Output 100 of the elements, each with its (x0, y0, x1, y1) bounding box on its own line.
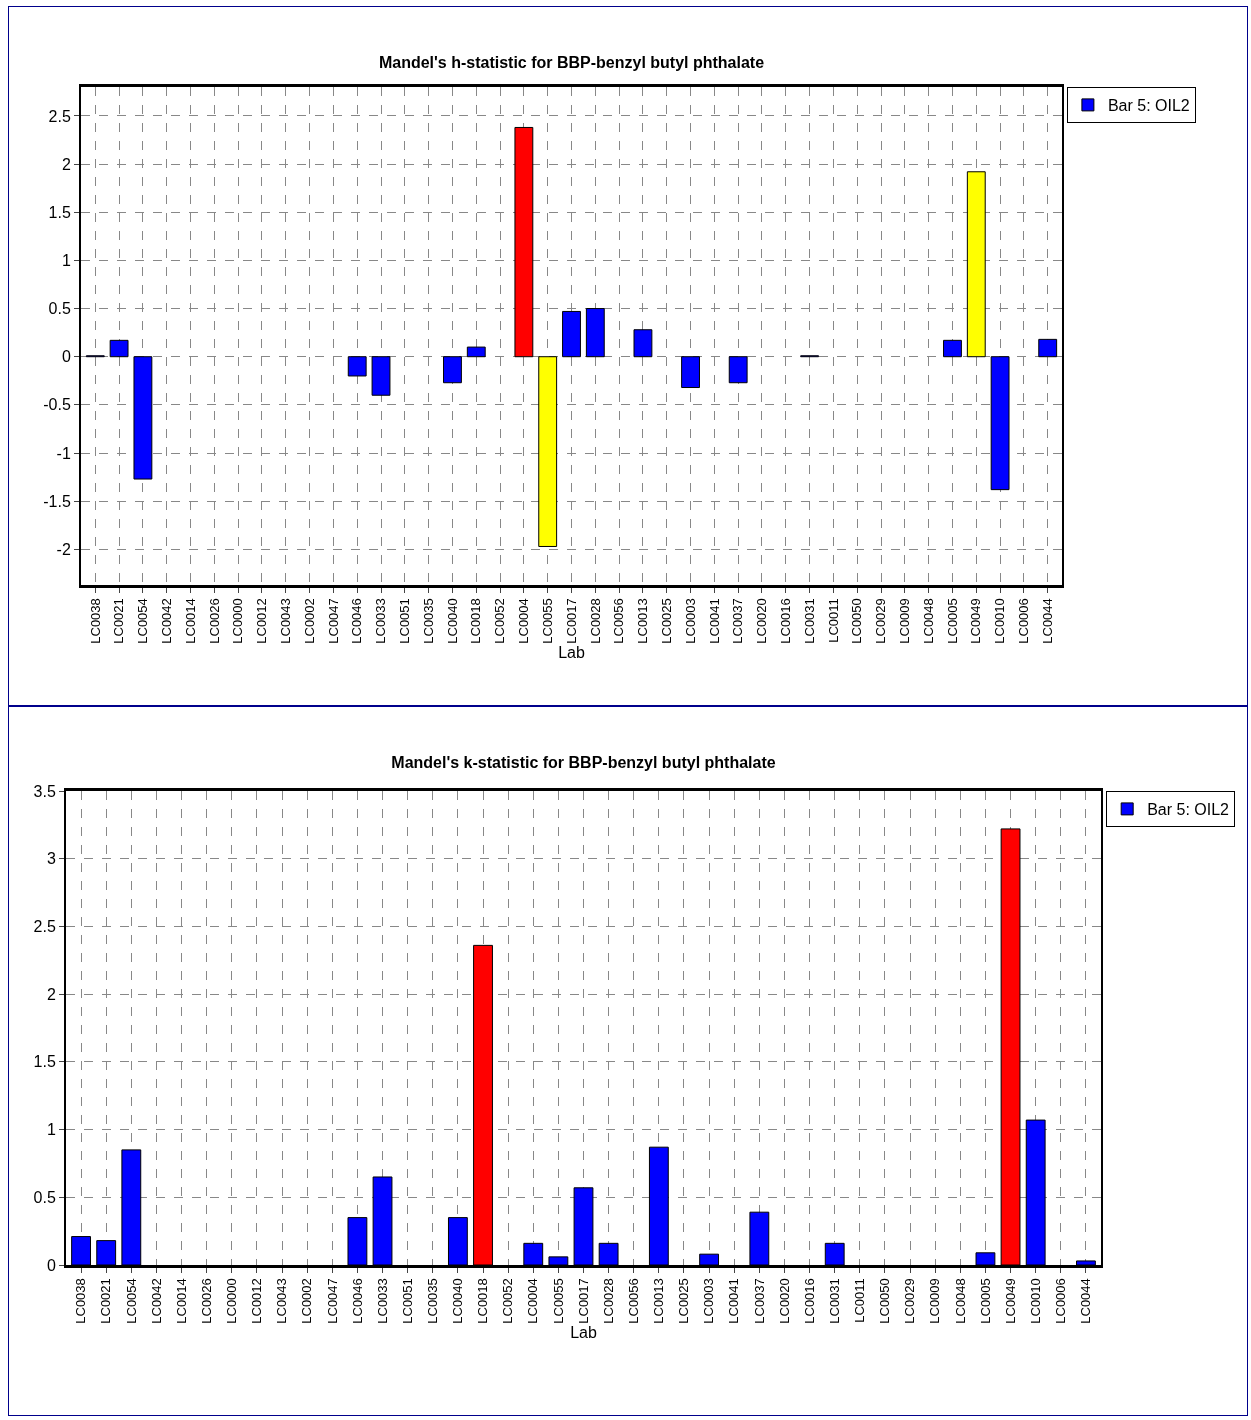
x-tick-label: LC0005 (944, 598, 960, 644)
x-tick-label: LC0016 (778, 598, 794, 644)
x-tick-label: LC0017 (563, 598, 579, 644)
bar (585, 308, 605, 358)
x-tick-label: LC0046 (349, 598, 365, 644)
bar (96, 1240, 117, 1265)
x-tick-label: LC0004 (516, 598, 532, 644)
bar (1000, 828, 1021, 1265)
x-tick-label: LC0031 (801, 598, 817, 644)
bar (473, 944, 493, 1265)
x-tick-label: LC0004 (525, 1278, 541, 1324)
bar (514, 126, 534, 358)
x-tick-label: LC0049 (1002, 1278, 1018, 1324)
x-tick-label: LC0046 (349, 1278, 365, 1324)
x-tick-label: LC0013 (651, 1278, 667, 1324)
bar (975, 1252, 996, 1265)
x-tick-label: LC0044 (1078, 1278, 1094, 1324)
y-tick-label: 1.5 (33, 1053, 56, 1071)
bar (523, 1242, 544, 1265)
x-tick-label: LC0047 (324, 1278, 340, 1324)
y-tick-label: 0.5 (48, 300, 71, 318)
x-tick-label: LC0037 (730, 598, 746, 644)
x-tick-label: LC0054 (123, 1278, 139, 1324)
x-tick-label: LC0040 (444, 598, 460, 644)
bar (749, 1211, 770, 1265)
x-tick-label: LC0010 (992, 598, 1008, 644)
bar (573, 1187, 594, 1265)
bar (347, 356, 367, 377)
x-tick-label: LC0035 (420, 598, 436, 644)
x-tick-label: LC0037 (751, 1278, 767, 1324)
bar (699, 1253, 720, 1265)
x-tick-label: LC0052 (492, 598, 508, 644)
x-tick-label: LC0041 (726, 1278, 742, 1324)
bar (371, 356, 391, 396)
x-tick-label: LC0042 (148, 1278, 164, 1324)
x-tick-label: LC0020 (754, 598, 770, 644)
x-tick-label: LC0006 (1016, 598, 1032, 644)
bar (728, 356, 748, 384)
x-tick-label: LC0005 (977, 1278, 993, 1324)
x-tick-label: LC0056 (611, 598, 627, 644)
bar (1038, 338, 1058, 358)
bar (966, 171, 986, 358)
y-tick-label: -1 (56, 444, 71, 462)
y-tick-label: 0 (46, 1256, 56, 1274)
x-tick-label: LC0049 (968, 598, 984, 644)
bar (648, 1146, 669, 1265)
x-tick-label: LC0051 (397, 598, 413, 644)
bar (109, 339, 129, 358)
x-tick-label: LC0048 (920, 598, 936, 644)
x-tick-label: LC0040 (450, 1278, 466, 1324)
y-tick-label: -0.5 (43, 396, 71, 414)
x-tick-label: LC0054 (135, 598, 151, 644)
y-tick-label: 2 (61, 155, 71, 173)
bar (447, 1217, 468, 1265)
x-tick-label: LC0035 (424, 1278, 440, 1324)
x-tick-label: LC0055 (539, 598, 555, 644)
bar (943, 339, 962, 358)
y-tick-label: 3 (46, 850, 56, 868)
x-tick-label: LC0018 (468, 598, 484, 644)
x-tick-label: LC0021 (98, 1278, 114, 1324)
x-tick-label: LC0000 (224, 1278, 240, 1324)
bar (548, 1256, 569, 1265)
x-tick-label: LC0050 (877, 1278, 893, 1324)
x-tick-label: LC0013 (635, 598, 651, 644)
x-tick-label: LC0012 (254, 598, 270, 644)
bar (466, 346, 486, 358)
y-tick-label: 2.5 (33, 918, 56, 936)
x-tick-label: LC0050 (849, 598, 865, 644)
x-tick-label: LC0002 (299, 1278, 315, 1324)
x-tick-label: LC0047 (325, 598, 341, 644)
x-tick-label: LC0028 (587, 598, 603, 644)
y-tick-label: 2.5 (48, 107, 71, 125)
y-tick-label: 2 (46, 985, 56, 1003)
x-tick-label: LC0038 (73, 1278, 89, 1324)
x-tick-label: LC0052 (500, 1278, 516, 1324)
bar (443, 356, 462, 384)
x-tick-label: LC0010 (1027, 1278, 1043, 1324)
x-tick-label: LC0012 (249, 1278, 265, 1324)
bar (347, 1217, 368, 1265)
bar (598, 1242, 619, 1265)
bar (562, 310, 581, 358)
x-tick-label: LC0025 (658, 598, 674, 644)
x-tick-label: LC0025 (676, 1278, 692, 1324)
x-tick-label: LC0017 (575, 1278, 591, 1324)
x-tick-label: LC0002 (301, 598, 317, 644)
x-tick-label: LC0009 (897, 598, 913, 644)
bar (71, 1236, 91, 1265)
x-tick-label: LC0031 (826, 1278, 842, 1324)
x-tick-label: LC0011 (852, 1278, 868, 1323)
bar (538, 356, 558, 547)
x-tick-label: LC0041 (706, 598, 722, 644)
x-tick-label: LC0051 (399, 1278, 415, 1324)
bar (1025, 1119, 1046, 1265)
bar (990, 356, 1010, 491)
x-tick-label: LC0000 (230, 598, 246, 644)
x-tick-label: LC0011 (825, 598, 841, 643)
x-tick-label: LC0043 (274, 1278, 290, 1324)
x-tick-label: LC0029 (902, 1278, 918, 1324)
x-tick-label: LC0033 (373, 598, 389, 644)
x-tick-label: LC0038 (87, 598, 103, 644)
